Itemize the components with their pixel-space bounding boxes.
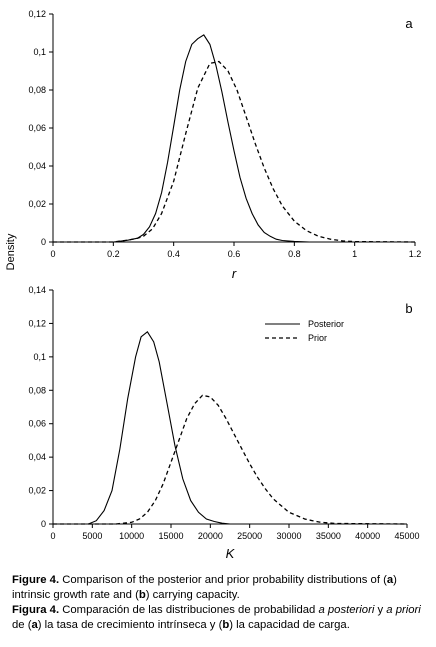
series-line-dashed: [53, 394, 408, 525]
caption-text: ) la tasa de crecimiento intrínseca y (: [37, 619, 223, 631]
legend-label: Prior: [308, 333, 327, 343]
caption-label-es: Figura 4.: [12, 604, 60, 616]
y-tick-label: 0,12: [28, 318, 46, 328]
figure: 0 0.2 0.4 0.6 0.8 1 1.2 0 0,02 0,04 0,06 0,08 0,1 0,1…: [5, 9, 421, 561]
x-tick-label: 15000: [158, 531, 183, 541]
x-tick-label: 0.2: [107, 249, 120, 259]
x-tick-label: 0.4: [167, 249, 180, 259]
y-tick-label: 0,06: [28, 123, 46, 133]
caption-text: ) la capacidad de carga.: [229, 619, 350, 631]
x-tick-label: 10000: [119, 531, 144, 541]
y-tick-label: 0,08: [28, 385, 46, 395]
x-tick-label: 20000: [198, 531, 223, 541]
caption-italic: a posteriori: [318, 604, 375, 616]
caption-english: Figure 4. Comparison of the posterior an…: [12, 573, 430, 603]
y-tick-label: 0,12: [28, 9, 46, 19]
x-tick-label: 30000: [276, 531, 301, 541]
caption-bold: a: [31, 619, 38, 631]
series-line-solid: [53, 330, 407, 525]
series-line-solid: [53, 34, 415, 243]
y-tick-label: 0,04: [28, 161, 46, 171]
caption-text: Comparación de las distribuciones de pro…: [59, 604, 319, 616]
legend-label: Posterior: [308, 319, 344, 329]
x-tick-label: 0: [50, 531, 55, 541]
x-tick-label: 5000: [82, 531, 102, 541]
x-tick-label: 1: [352, 249, 357, 259]
x-tick-label: 40000: [355, 531, 380, 541]
caption-bold: a: [386, 574, 394, 586]
x-tick-label: 0.8: [288, 249, 301, 259]
caption-text: ) carrying capacity.: [145, 589, 240, 601]
x-tick-label: 0: [50, 249, 55, 259]
y-tick-label: 0,14: [28, 285, 46, 295]
y-axis-label: Density: [5, 233, 17, 270]
chart-panel-a: 0 0.2 0.4 0.6 0.8 1 1.2 0 0,02 0,04 0,06 0,08 0,1 0,1…: [5, 9, 421, 281]
caption-spanish: Figura 4. Comparación de las distribucio…: [12, 603, 430, 633]
caption-text: ) intrinsic growth rate and (: [12, 574, 397, 601]
y-tick-label: 0,1: [33, 352, 46, 362]
x-tick-label: 35000: [316, 531, 341, 541]
x-tick-label: 45000: [394, 531, 419, 541]
figure-caption: Figure 4. Comparison of the posterior an…: [12, 573, 430, 633]
caption-text: y: [374, 604, 387, 616]
caption-text: de (: [12, 619, 32, 631]
caption-bold: b: [222, 619, 230, 631]
x-tick-label: 0.6: [228, 249, 241, 259]
chart-panel-b: 0 5000 10000 15000 20000 25000 30000 35000 40000…: [28, 285, 419, 561]
x-axis-label: r: [232, 266, 237, 281]
caption-bold: b: [138, 589, 146, 601]
caption-label-en: Figure 4.: [12, 574, 60, 586]
y-tick-label: 0,1: [33, 47, 46, 57]
y-tick-label: 0,08: [28, 85, 46, 95]
y-tick-label: 0: [41, 237, 46, 247]
caption-text: Comparison of the posterior and prior pr…: [59, 574, 387, 586]
series-line-dashed: [53, 60, 416, 243]
y-tick-label: 0,02: [28, 486, 46, 496]
panel-label: b: [405, 301, 412, 316]
panel-label: a: [405, 16, 413, 31]
x-tick-label: 25000: [237, 531, 262, 541]
y-tick-label: 0,02: [28, 199, 46, 209]
x-tick-label: 1.2: [409, 249, 422, 259]
caption-italic: a priori: [386, 604, 421, 616]
y-tick-label: 0,06: [28, 419, 46, 429]
x-axis-label: K: [226, 546, 236, 561]
y-tick-label: 0: [41, 519, 46, 529]
y-tick-label: 0,04: [28, 452, 46, 462]
